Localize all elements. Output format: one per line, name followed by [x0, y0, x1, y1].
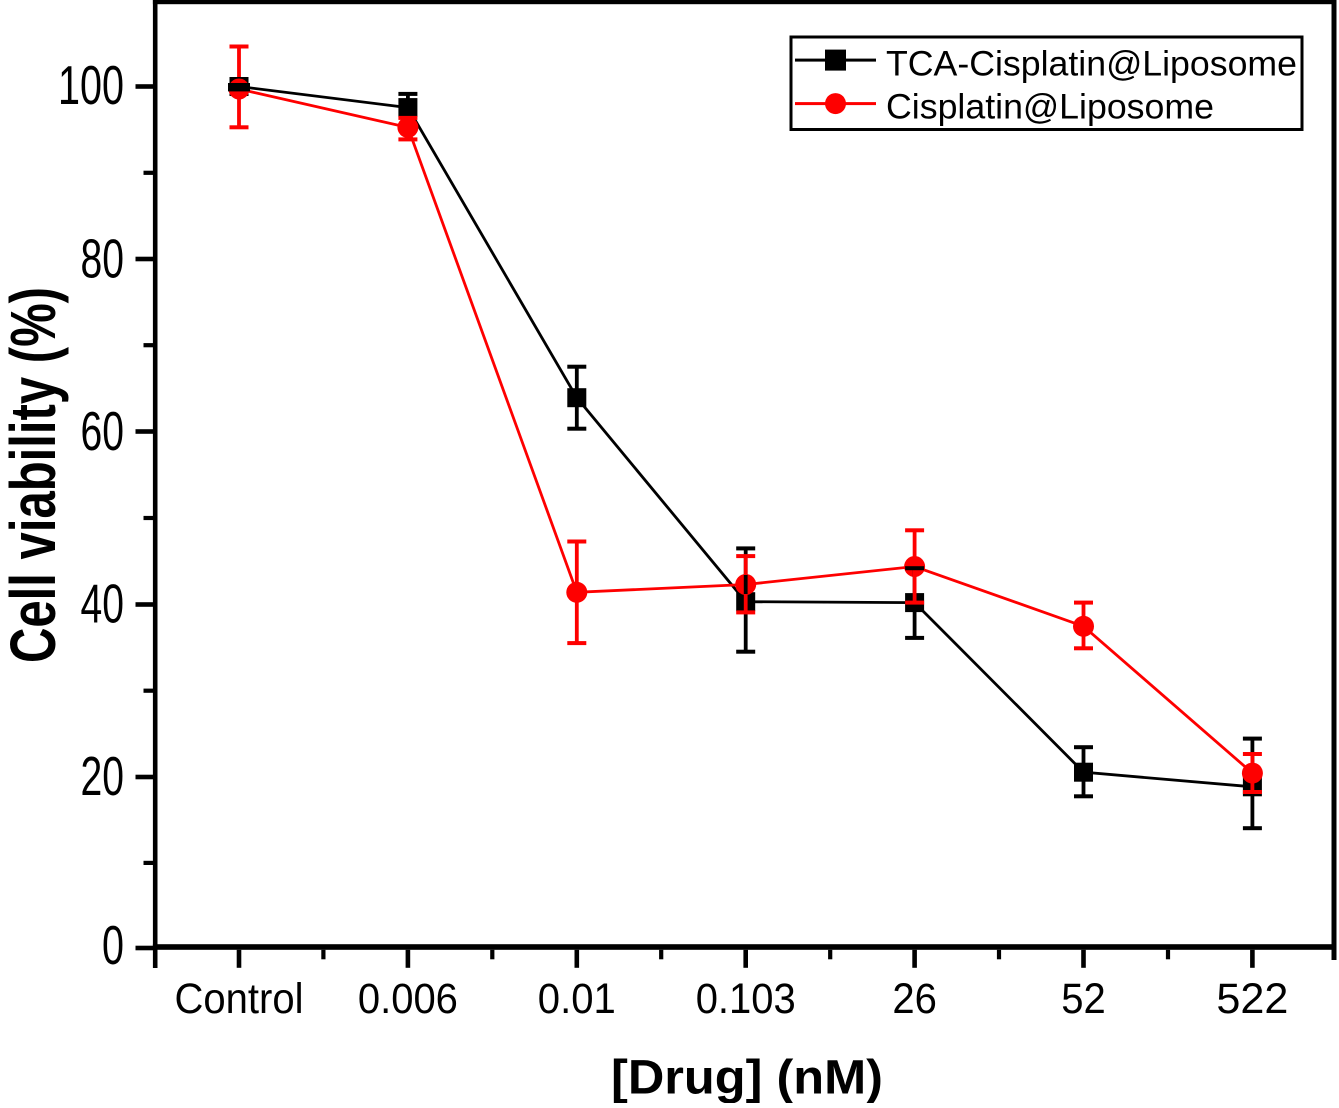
svg-text:Control: Control: [175, 975, 304, 1023]
svg-text:TCA-Cisplatin@Liposome: TCA-Cisplatin@Liposome: [886, 45, 1297, 84]
svg-text:0.006: 0.006: [358, 975, 458, 1023]
svg-text:80: 80: [81, 230, 125, 290]
svg-text:40: 40: [81, 575, 125, 635]
svg-text:20: 20: [81, 747, 125, 807]
svg-text:60: 60: [81, 402, 125, 462]
svg-text:Cisplatin@Liposome: Cisplatin@Liposome: [886, 88, 1214, 127]
svg-text:522: 522: [1216, 975, 1288, 1023]
svg-text:0.103: 0.103: [696, 975, 796, 1023]
svg-text:Cell viability (%): Cell viability (%): [0, 287, 69, 663]
svg-text:26: 26: [892, 975, 937, 1023]
svg-text:52: 52: [1061, 975, 1106, 1023]
svg-text:100: 100: [58, 56, 124, 116]
svg-text:0.01: 0.01: [538, 975, 616, 1023]
svg-text:0: 0: [102, 916, 124, 976]
svg-text:[Drug] (nM): [Drug] (nM): [611, 1052, 883, 1104]
